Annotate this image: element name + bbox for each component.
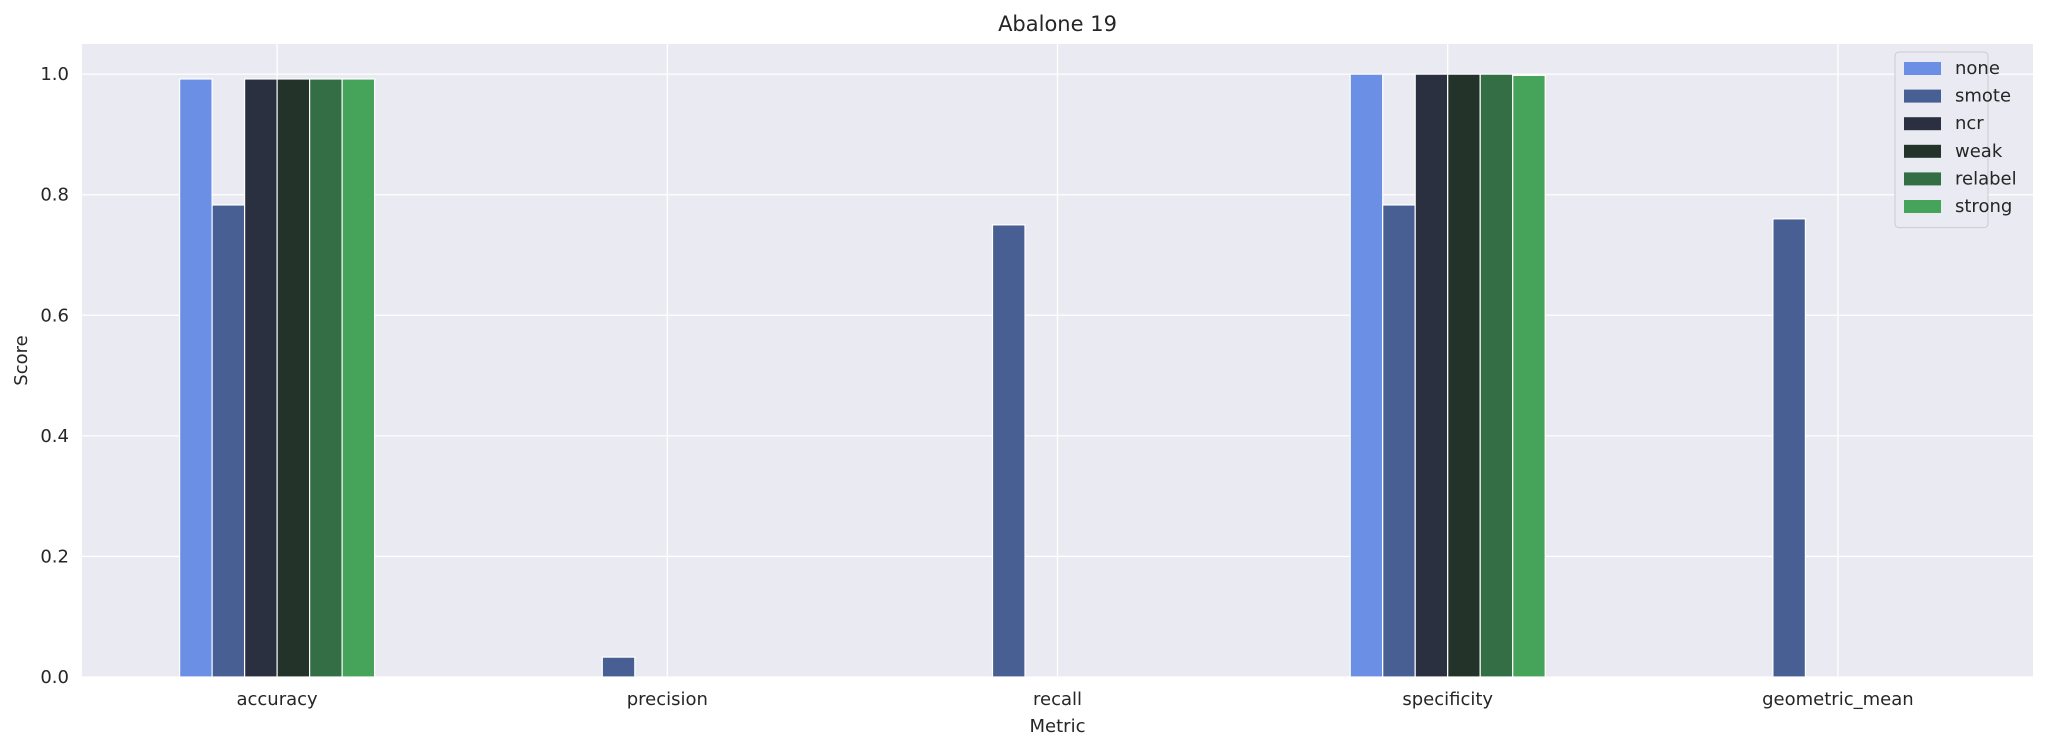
legend-label-strong: strong: [1955, 196, 2012, 217]
y-axis-label: Score: [11, 335, 32, 385]
bar-none-specificity: [1349, 73, 1384, 678]
bars: [179, 73, 1807, 678]
x-tick-label: recall: [1033, 689, 1082, 710]
bar-smote-specificity: [1382, 204, 1416, 678]
x-tick-label: accuracy: [236, 689, 318, 710]
x-axis-label: Metric: [1030, 716, 1086, 737]
legend-swatch-none: [1904, 62, 1941, 75]
bar-smote-accuracy: [211, 204, 246, 678]
bar-strong-accuracy: [341, 78, 376, 678]
x-tick-label: geometric_mean: [1762, 689, 1914, 710]
bar-weak-accuracy: [276, 78, 311, 678]
legend-label-smote: smote: [1955, 86, 2011, 107]
bar-weak-specificity: [1447, 73, 1481, 678]
bar-strong-specificity: [1512, 74, 1546, 678]
legend: none smote ncr weak relabel strong: [1894, 51, 2017, 229]
chart-title: Abalone 19: [998, 12, 1117, 36]
bar-ncr-accuracy: [244, 78, 278, 678]
y-tick-label: 0.8: [40, 185, 69, 206]
bar-none-accuracy: [179, 78, 213, 678]
y-tick-label: 0.4: [40, 426, 69, 447]
bar-smote-precision: [601, 656, 636, 678]
x-tick-label: precision: [627, 689, 708, 710]
bar-ncr-specificity: [1414, 73, 1449, 678]
x-tick-labels: accuracy precision recall specificity geomet…: [236, 689, 1913, 710]
y-tick-label: 0.2: [40, 546, 69, 567]
legend-label-relabel: relabel: [1955, 168, 2017, 189]
bar-smote-geometric_mean: [1772, 218, 1807, 678]
y-tick-labels: 0.0 0.2 0.4 0.6 0.8 1.0: [40, 64, 69, 688]
legend-label-weak: weak: [1955, 141, 2003, 162]
bar-relabel-accuracy: [309, 78, 343, 678]
legend-swatch-strong: [1904, 200, 1941, 213]
x-tick-label: specificity: [1402, 689, 1493, 710]
legend-label-none: none: [1955, 58, 2000, 79]
legend-swatch-relabel: [1904, 172, 1941, 186]
legend-swatch-ncr: [1904, 117, 1941, 131]
legend-swatch-smote: [1904, 89, 1941, 103]
y-tick-label: 0.0: [40, 667, 69, 688]
y-tick-label: 0.6: [40, 305, 69, 326]
legend-swatch-weak: [1904, 144, 1941, 158]
bar-relabel-specificity: [1479, 73, 1514, 678]
bar-smote-recall: [991, 224, 1026, 678]
legend-label-ncr: ncr: [1955, 113, 1984, 134]
y-tick-label: 1.0: [40, 64, 69, 85]
